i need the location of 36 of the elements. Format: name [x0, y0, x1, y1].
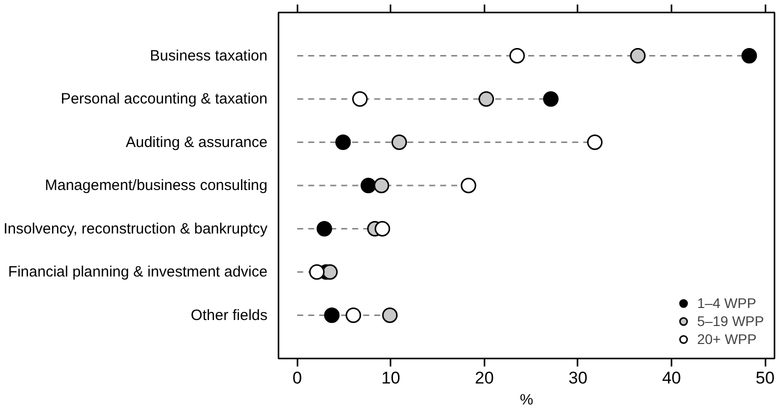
y-tick-label: Personal accounting & taxation	[60, 90, 268, 108]
point	[587, 134, 603, 150]
x-tick-label: 10	[381, 368, 400, 388]
point	[316, 221, 332, 236]
point	[335, 134, 351, 150]
legend-label: 5–19 WPP	[697, 312, 764, 330]
point	[360, 178, 376, 194]
point	[374, 178, 390, 194]
y-tick-label: Auditing & assurance	[126, 134, 268, 151]
point	[374, 221, 390, 236]
point	[630, 48, 646, 64]
point	[509, 48, 525, 64]
y-tick-label: Other fields	[190, 306, 268, 324]
point	[346, 308, 362, 323]
point	[309, 264, 325, 280]
x-axis-title: %	[520, 392, 534, 408]
y-tick-label: Management/business consulting	[44, 177, 268, 194]
point	[322, 264, 338, 280]
point	[460, 178, 476, 194]
y-tick-label: Business taxation	[150, 47, 268, 64]
y-tick-label: Financial planning & investment advice	[8, 264, 268, 280]
point	[741, 48, 757, 64]
point	[352, 91, 368, 107]
point	[324, 308, 340, 323]
x-tick-label: 40	[662, 368, 682, 388]
point	[382, 308, 398, 323]
y-tick-label: Insolvency, reconstruction & bankruptcy	[3, 220, 268, 238]
x-tick-label: 0	[292, 368, 302, 388]
legend-label: 20+ WPP	[697, 330, 757, 348]
x-tick-label: 50	[756, 368, 775, 388]
x-tick-label: 20	[474, 368, 494, 388]
x-tick-label: 30	[568, 368, 588, 388]
point	[391, 134, 407, 150]
point	[478, 91, 494, 107]
point	[543, 91, 559, 107]
legend-label: 1–4 WPP	[697, 294, 756, 312]
